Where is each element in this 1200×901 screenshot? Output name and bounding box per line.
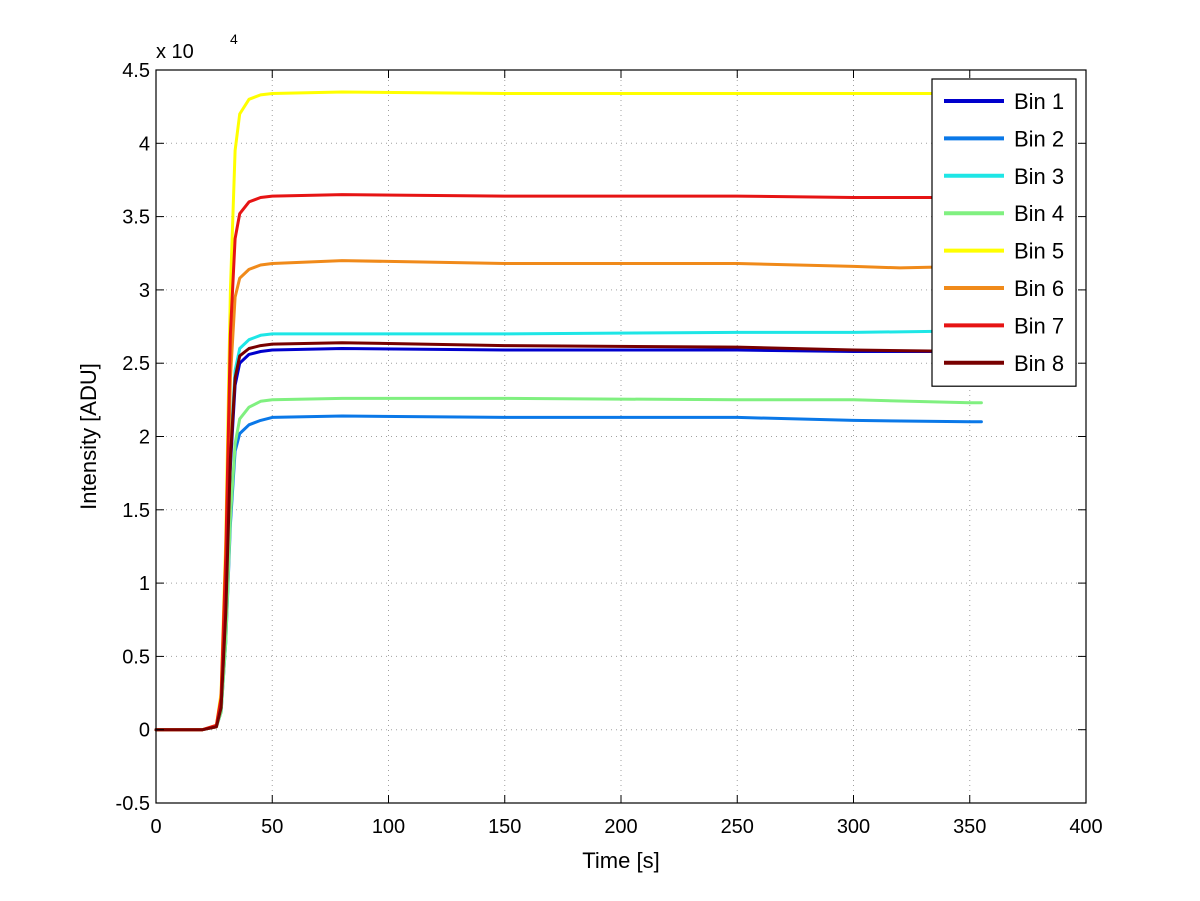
x-tick-label: 200 — [604, 816, 637, 838]
series-line-bin-5 — [154, 90, 983, 732]
y-tick-label: 0.5 — [122, 646, 150, 668]
legend-item: Bin 6 — [944, 276, 1064, 301]
series-line-bin-4 — [154, 396, 983, 732]
y-tick-label: 3 — [139, 280, 150, 302]
y-tick-label: 2.5 — [122, 353, 150, 375]
legend-label: Bin 5 — [1014, 239, 1064, 264]
axis-ticks — [155, 69, 1087, 804]
legend-label: Bin 7 — [1014, 313, 1064, 338]
x-tick-label: 400 — [1069, 816, 1102, 838]
x-tick-label: 0 — [150, 816, 161, 838]
series-line-bin-1 — [154, 347, 983, 732]
x-tick-label: 100 — [372, 816, 405, 838]
series-line-bin-2 — [154, 414, 983, 732]
series-line-bin-7 — [154, 193, 983, 732]
legend-item: Bin 4 — [944, 201, 1064, 226]
x-tick-label: 250 — [721, 816, 754, 838]
legend-label: Bin 8 — [1014, 351, 1064, 376]
y-tick-label: 4.5 — [122, 60, 150, 82]
series-line-bin-3 — [154, 329, 983, 732]
y-tick-label: -0.5 — [116, 793, 150, 815]
x-tick-label: 300 — [837, 816, 870, 838]
x-tick-label: 50 — [261, 816, 283, 838]
y-tick-label: 2 — [139, 427, 150, 449]
y-tick-label: 1 — [139, 573, 150, 595]
legend-label: Bin 6 — [1014, 276, 1064, 301]
y-multiplier-exponent: 4 — [230, 31, 238, 47]
legend-item: Bin 8 — [944, 351, 1064, 376]
x-tick-label: 350 — [953, 816, 986, 838]
y-axis-title: Intensity [ADU] — [76, 363, 101, 510]
grid — [156, 70, 1086, 803]
x-axis-title: Time [s] — [582, 848, 659, 873]
legend-item: Bin 3 — [944, 164, 1064, 189]
y-multiplier-base: x 10 — [156, 41, 194, 63]
legend-box — [931, 78, 1077, 387]
y-tick-label: 1.5 — [122, 500, 150, 522]
legend-item: Bin 5 — [944, 239, 1064, 264]
legend-label: Bin 2 — [1014, 126, 1064, 151]
legend-label: Bin 1 — [1014, 89, 1064, 114]
y-tick-label: 3.5 — [122, 207, 150, 229]
legend-item: Bin 7 — [944, 313, 1064, 338]
y-tick-label: 0 — [139, 720, 150, 742]
legend: Bin 1 Bin 2 Bin 3 Bin 4 Bin 5 Bin 6 Bin 7 Bin 8 — [931, 78, 1077, 387]
legend-item: Bin 1 — [944, 89, 1064, 114]
series-lines — [154, 90, 983, 732]
legend-label: Bin 4 — [1014, 201, 1064, 226]
y-axis-multiplier: x 10 4 — [156, 31, 238, 63]
tick-labels: 0 50 100 150 200 250 300 350 400-0.500.511.522.5… — [116, 60, 1103, 838]
series-line-bin-8 — [154, 341, 983, 732]
x-tick-label: 150 — [488, 816, 521, 838]
legend-item: Bin 2 — [944, 126, 1064, 151]
y-tick-label: 4 — [139, 133, 150, 155]
legend-label: Bin 3 — [1014, 164, 1064, 189]
